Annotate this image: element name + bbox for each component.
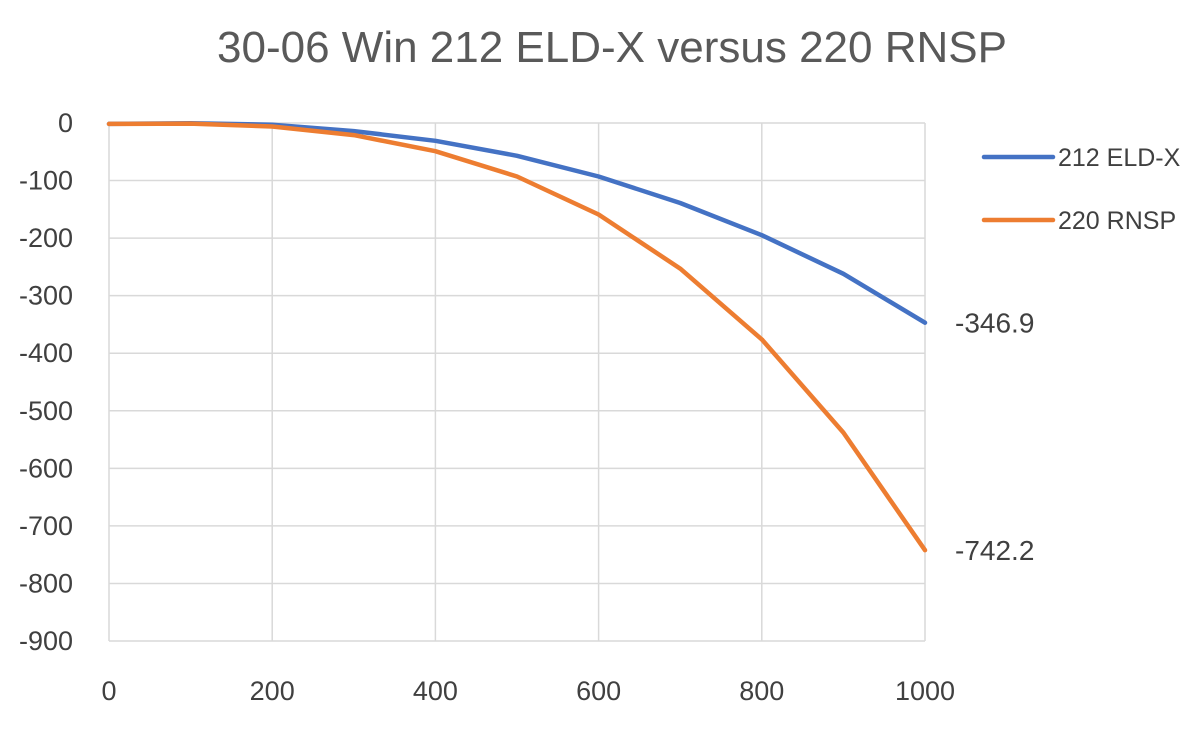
y-tick-label: -500 xyxy=(19,396,73,426)
x-tick-label: 800 xyxy=(739,676,784,706)
chart-title: 30-06 Win 212 ELD-X versus 220 RNSP xyxy=(217,23,1007,72)
y-tick-label: -600 xyxy=(19,453,73,483)
series-line-2 xyxy=(106,121,928,553)
series-layer xyxy=(106,121,928,553)
y-tick-label: -100 xyxy=(19,166,73,196)
legend: 212 ELD-X 220 RNSP xyxy=(981,144,1181,235)
grid-layer xyxy=(108,122,926,642)
x-tick-label: 200 xyxy=(250,676,295,706)
y-tick-label: -800 xyxy=(19,568,73,598)
end-data-label: -346.9 xyxy=(955,308,1034,339)
end-data-label: -742.2 xyxy=(955,535,1034,566)
y-tick-label: -400 xyxy=(19,338,73,368)
y-tick-label: -300 xyxy=(19,281,73,311)
y-tick-label: -200 xyxy=(19,223,73,253)
x-tick-label: 0 xyxy=(101,676,116,706)
series-line-1 xyxy=(106,121,928,325)
legend-label: 212 ELD-X xyxy=(1058,144,1181,172)
y-tick-label: -700 xyxy=(19,511,73,541)
y-tick-label: -900 xyxy=(19,626,73,656)
axis-tick-labels: 0 -100 -200 -300 -400 -500 -600 -700 -800 -900 0 20… xyxy=(19,108,955,706)
legend-label: 220 RNSP xyxy=(1058,207,1176,235)
end-labels: -346.9 -742.2 xyxy=(955,308,1034,567)
x-tick-label: 1000 xyxy=(895,676,955,706)
y-tick-label: 0 xyxy=(58,108,73,138)
x-tick-label: 400 xyxy=(413,676,458,706)
x-tick-label: 600 xyxy=(576,676,621,706)
